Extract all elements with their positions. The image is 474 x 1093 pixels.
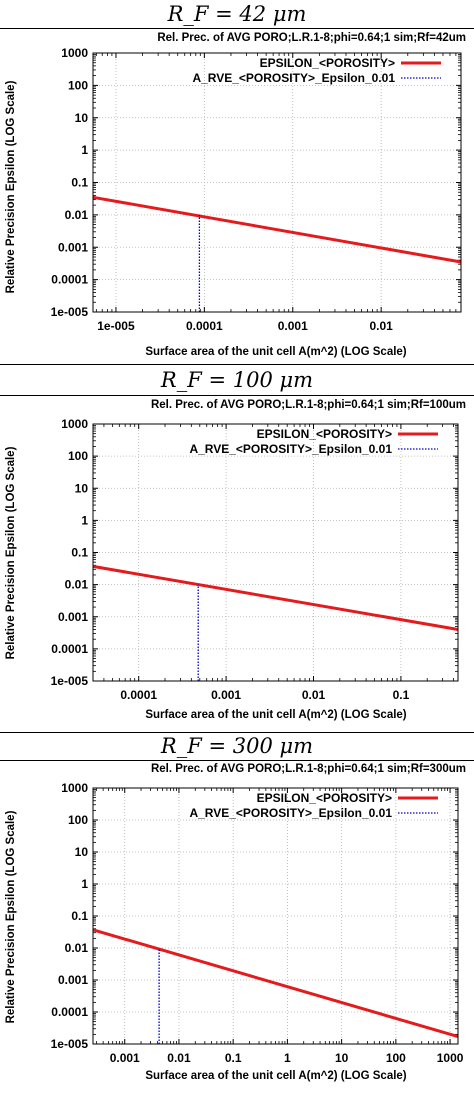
y-axis-label: Relative Precision Epsilon (LOG Scale) — [5, 80, 17, 293]
x-tick-label: 10 — [335, 1051, 349, 1065]
chart-panel-2: R_F = 100 μm Rel. Prec. of AVG PORO;L.R.… — [0, 364, 474, 728]
series-line-1 — [92, 928, 459, 1039]
y-tick-label: 0.0001 — [51, 1005, 88, 1019]
chart-3: Rel. Prec. of AVG PORO;L.R.1-8;phi=0.64;… — [5, 763, 466, 1082]
chart-title: Rel. Prec. of AVG PORO;L.R.1-8;phi=0.64;… — [151, 763, 466, 775]
legend-label: EPSILON_<POROSITY> — [260, 56, 395, 70]
panel-top-rule — [0, 364, 474, 365]
x-tick-label: 0.001 — [110, 1051, 140, 1065]
y-tick-label: 100 — [68, 813, 88, 827]
y-tick-label: 0.001 — [58, 240, 88, 254]
y-tick-label: 0.01 — [65, 941, 89, 955]
x-tick-label: 0.01 — [302, 688, 326, 702]
y-tick-label: 1e-005 — [51, 1037, 89, 1051]
panel-divider — [0, 395, 474, 396]
x-tick-label: 1e-005 — [97, 319, 135, 333]
x-tick-label: 0.01 — [369, 319, 393, 333]
x-tick-label: 1 — [284, 1051, 291, 1065]
y-tick-label: 1000 — [61, 46, 88, 60]
chart-2: Rel. Prec. of AVG PORO;L.R.1-8;phi=0.64;… — [5, 399, 466, 721]
y-tick-label: 0.001 — [58, 610, 88, 624]
y-tick-label: 10 — [75, 111, 89, 125]
x-tick-label: 0.001 — [211, 688, 241, 702]
y-tick-label: 1000 — [61, 781, 88, 795]
chart-title: Rel. Prec. of AVG PORO;L.R.1-8;phi=0.64;… — [151, 399, 466, 411]
panel-heading: R_F = 100 μm — [160, 368, 314, 392]
x-tick-label: 0.01 — [167, 1051, 191, 1065]
panel-top-rule — [0, 732, 474, 733]
series-line-1 — [92, 564, 459, 631]
panel-divider — [0, 760, 474, 761]
y-tick-label: 10 — [75, 481, 89, 495]
chart-title: Rel. Prec. of AVG PORO;L.R.1-8;phi=0.64;… — [157, 32, 466, 44]
y-tick-label: 0.0001 — [51, 642, 88, 656]
series-line-1 — [92, 195, 462, 264]
y-tick-label: 1e-005 — [51, 305, 89, 319]
plot-frame — [92, 423, 459, 682]
plot-frame — [92, 52, 462, 313]
legend-label: A_RVE_<POROSITY>_Epsilon_0.01 — [189, 806, 392, 820]
y-tick-label: 1000 — [61, 417, 88, 431]
y-axis-label: Relative Precision Epsilon (LOG Scale) — [5, 810, 17, 1023]
panel-divider — [0, 28, 474, 29]
x-tick-label: 0.1 — [225, 1051, 242, 1065]
legend-label: A_RVE_<POROSITY>_Epsilon_0.01 — [189, 442, 392, 456]
panel-heading: R_F = 300 μm — [160, 734, 314, 758]
x-tick-label: 0.0001 — [120, 688, 157, 702]
x-axis-label: Surface area of the unit cell A(m^2) (LO… — [145, 346, 406, 358]
x-axis-label: Surface area of the unit cell A(m^2) (LO… — [145, 1070, 406, 1082]
y-tick-label: 0.1 — [71, 909, 88, 923]
panel-heading: R_F = 42 μm — [167, 2, 307, 26]
chart-panel-1: R_F = 42 μm Rel. Prec. of AVG PORO;L.R.1… — [0, 0, 474, 364]
y-tick-label: 100 — [68, 449, 88, 463]
x-tick-label: 100 — [386, 1051, 406, 1065]
chart-1: Rel. Prec. of AVG PORO;L.R.1-8;phi=0.64;… — [5, 32, 466, 358]
y-tick-label: 0.01 — [65, 208, 89, 222]
y-tick-label: 1 — [81, 513, 88, 527]
y-axis-label: Relative Precision Epsilon (LOG Scale) — [5, 446, 17, 659]
y-tick-label: 1e-005 — [51, 674, 89, 688]
y-tick-label: 0.001 — [58, 973, 88, 987]
chart-panel-3: R_F = 300 μm Rel. Prec. of AVG PORO;L.R.… — [0, 728, 474, 1093]
x-tick-label: 1000 — [437, 1051, 464, 1065]
y-tick-label: 0.1 — [71, 176, 88, 190]
y-tick-label: 100 — [68, 78, 88, 92]
legend-label: EPSILON_<POROSITY> — [257, 427, 392, 441]
legend-label: A_RVE_<POROSITY>_Epsilon_0.01 — [192, 71, 395, 85]
y-tick-label: 1 — [81, 877, 88, 891]
y-tick-label: 0.0001 — [51, 273, 88, 287]
plot-frame — [92, 787, 459, 1045]
y-tick-label: 1 — [81, 143, 88, 157]
legend-label: EPSILON_<POROSITY> — [257, 791, 392, 805]
x-axis-label: Surface area of the unit cell A(m^2) (LO… — [145, 709, 406, 721]
y-tick-label: 0.01 — [65, 578, 89, 592]
y-tick-label: 10 — [75, 845, 89, 859]
x-tick-label: 0.0001 — [186, 319, 223, 333]
y-tick-label: 0.1 — [71, 546, 88, 560]
x-tick-label: 0.001 — [278, 319, 308, 333]
x-tick-label: 0.1 — [393, 688, 410, 702]
